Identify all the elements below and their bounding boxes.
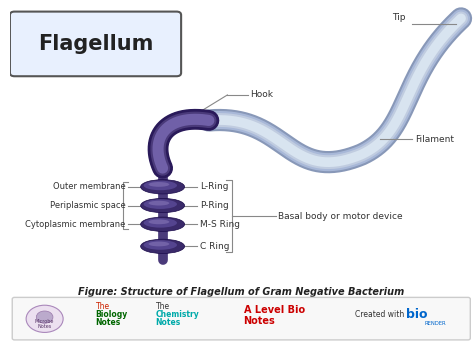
Text: RENDER: RENDER xyxy=(424,321,446,326)
Ellipse shape xyxy=(141,217,184,232)
Ellipse shape xyxy=(148,201,169,205)
Text: Notes: Notes xyxy=(244,316,275,326)
FancyBboxPatch shape xyxy=(10,12,181,76)
Ellipse shape xyxy=(141,180,184,194)
Ellipse shape xyxy=(148,241,169,246)
Ellipse shape xyxy=(141,198,184,213)
Text: M-S Ring: M-S Ring xyxy=(200,220,240,229)
Text: bio: bio xyxy=(406,308,427,321)
Ellipse shape xyxy=(144,199,177,209)
Text: L-Ring: L-Ring xyxy=(200,182,228,191)
Ellipse shape xyxy=(144,240,177,250)
Text: Biology: Biology xyxy=(96,310,128,319)
Text: The: The xyxy=(96,302,109,311)
Ellipse shape xyxy=(144,218,177,228)
Text: Basal body or motor device: Basal body or motor device xyxy=(278,212,403,221)
FancyBboxPatch shape xyxy=(12,297,470,340)
Ellipse shape xyxy=(141,239,184,253)
Ellipse shape xyxy=(144,181,177,190)
Text: Figure: Structure of Flagellum of Gram Negative Bacterium: Figure: Structure of Flagellum of Gram N… xyxy=(78,287,404,297)
Text: Microbe
Notes: Microbe Notes xyxy=(35,319,55,329)
Text: C Ring: C Ring xyxy=(200,242,229,251)
Text: Cytoplasmic membrane: Cytoplasmic membrane xyxy=(25,220,126,229)
Text: Flagellum: Flagellum xyxy=(38,34,153,54)
Text: Filament: Filament xyxy=(415,135,454,144)
Text: The: The xyxy=(155,302,170,311)
Text: Chemistry: Chemistry xyxy=(155,310,200,319)
Text: Created with: Created with xyxy=(355,310,404,319)
Text: Hook: Hook xyxy=(251,91,273,99)
Text: Notes: Notes xyxy=(96,318,121,327)
Circle shape xyxy=(26,305,63,332)
Text: P-Ring: P-Ring xyxy=(200,201,228,210)
Text: Periplasmic space: Periplasmic space xyxy=(50,201,126,210)
Ellipse shape xyxy=(148,220,169,224)
Ellipse shape xyxy=(148,182,169,187)
Text: Notes: Notes xyxy=(155,318,181,327)
Text: A Level Bio: A Level Bio xyxy=(244,305,305,315)
Circle shape xyxy=(36,311,53,323)
Text: Outer membrane: Outer membrane xyxy=(53,182,126,191)
Text: Tip: Tip xyxy=(392,13,406,22)
